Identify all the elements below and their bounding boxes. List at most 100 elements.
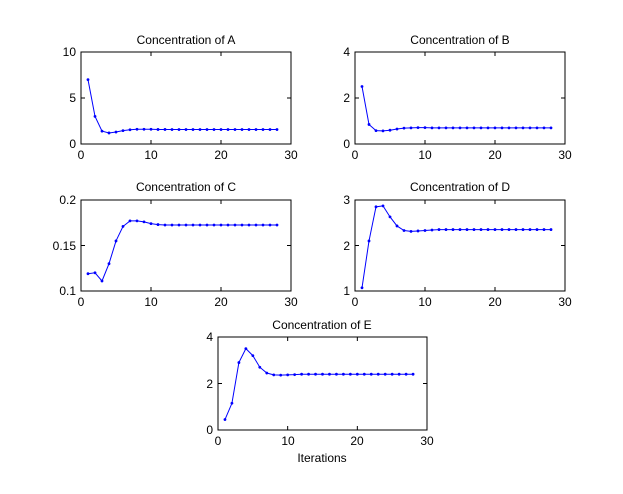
chart-title: Concentration of A	[137, 33, 236, 47]
data-point	[275, 128, 279, 131]
data-point	[86, 272, 90, 276]
data-point	[472, 126, 476, 130]
data-point	[223, 418, 227, 421]
data-point	[226, 223, 230, 227]
data-point	[135, 127, 139, 131]
data-point	[279, 373, 283, 377]
data-point	[163, 128, 167, 131]
data-point	[521, 228, 525, 231]
data-point	[177, 128, 181, 131]
data-point	[261, 128, 265, 131]
data-point	[198, 128, 202, 131]
chart-title: Concentration of C	[136, 180, 236, 194]
x-tick-label: 20	[488, 295, 502, 309]
y-tick-label: 1	[343, 284, 350, 298]
subplot-e: Concentration of E 0 10 20 30 0 2 4 Iter…	[206, 318, 434, 465]
data-point	[486, 126, 490, 130]
data-point	[479, 126, 483, 130]
y-tick-label: 10	[63, 45, 77, 59]
x-tick-label: 0	[352, 148, 359, 162]
x-tick-label: 0	[78, 295, 85, 309]
data-point	[416, 229, 420, 233]
data-point	[409, 126, 413, 130]
data-point	[367, 239, 371, 243]
data-point	[437, 126, 441, 130]
plot-area	[86, 219, 279, 283]
data-point	[184, 128, 188, 131]
data-point	[226, 128, 230, 131]
data-point	[170, 223, 174, 227]
x-tick-label: 30	[284, 295, 298, 309]
data-point	[444, 228, 448, 231]
data-point	[247, 128, 251, 131]
data-point	[191, 223, 195, 227]
data-point	[237, 361, 241, 364]
data-point	[514, 126, 518, 130]
series-line	[361, 205, 551, 288]
x-tick-label: 30	[558, 295, 572, 309]
data-point	[286, 373, 290, 377]
x-tick-label: 10	[144, 295, 158, 309]
data-point	[409, 229, 413, 233]
data-point	[486, 228, 490, 231]
data-point	[423, 126, 427, 130]
plot-area	[360, 85, 553, 133]
data-point	[388, 128, 392, 132]
data-point	[254, 128, 258, 131]
ticks	[354, 199, 566, 292]
data-point	[240, 128, 244, 131]
data-point	[121, 129, 125, 133]
data-point	[374, 205, 378, 209]
data-point	[472, 228, 476, 231]
data-point	[100, 279, 104, 283]
data-point	[212, 223, 216, 227]
data-point	[251, 354, 255, 357]
data-point	[493, 126, 497, 130]
data-point	[293, 373, 297, 377]
plot-area	[86, 78, 279, 135]
x-tick-label: 0	[352, 295, 359, 309]
data-point	[369, 372, 373, 376]
data-point	[404, 372, 408, 376]
ticks	[217, 336, 428, 431]
ticks	[80, 199, 292, 292]
data-point	[265, 371, 269, 375]
data-point	[177, 223, 181, 227]
data-point	[314, 372, 317, 376]
data-point	[149, 222, 153, 226]
series-line	[87, 79, 277, 134]
data-point	[328, 372, 331, 376]
data-point	[107, 131, 111, 135]
data-point	[383, 372, 387, 376]
data-point	[411, 372, 415, 376]
data-point	[549, 228, 553, 231]
plot-area	[223, 347, 415, 421]
data-point	[479, 228, 483, 231]
data-point	[493, 228, 497, 231]
ticks	[354, 51, 566, 145]
data-point	[535, 228, 539, 231]
data-point	[219, 128, 223, 131]
data-point	[535, 126, 539, 130]
y-tick-label: 0	[206, 423, 213, 437]
data-point	[191, 128, 195, 131]
y-tick-label: 4	[206, 330, 213, 344]
data-point	[240, 223, 244, 227]
data-point	[107, 262, 111, 266]
data-point	[444, 126, 448, 130]
data-point	[542, 126, 546, 130]
data-point	[198, 223, 202, 227]
data-point	[381, 129, 385, 133]
data-point	[272, 373, 276, 377]
data-point	[149, 127, 153, 131]
axes-frame	[217, 336, 428, 431]
data-point	[300, 372, 303, 376]
data-point	[423, 229, 427, 232]
data-point	[360, 85, 364, 88]
chart-title: Concentration of B	[410, 33, 509, 47]
data-point	[156, 223, 160, 226]
data-point	[500, 228, 504, 231]
series-line	[224, 347, 414, 420]
data-point	[451, 126, 455, 130]
subplot-a: Concentration of A 0 10 20 30 0 5 10	[63, 33, 298, 162]
